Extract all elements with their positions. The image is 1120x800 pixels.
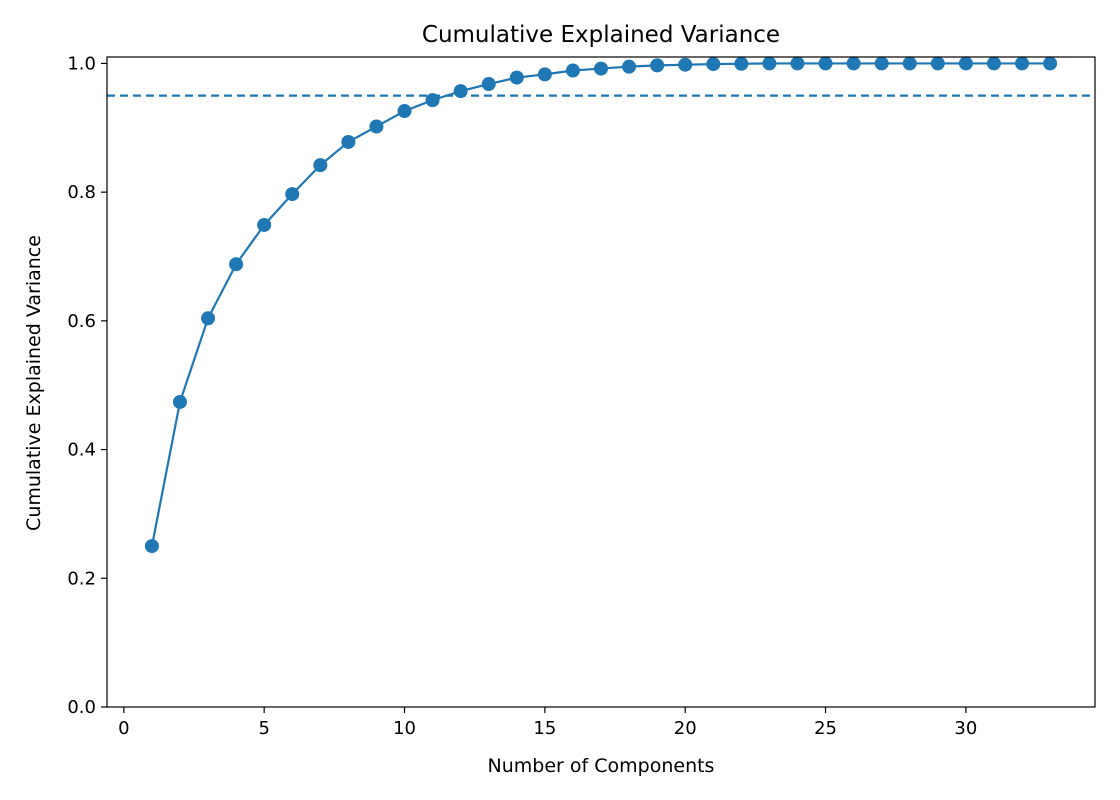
data-point [622,59,637,74]
data-point [762,56,777,71]
y-axis-ticks: 0.0 0.2 0.4 0.6 0.8 1.0 [67,53,107,718]
data-point [818,56,833,71]
data-point [229,257,244,272]
data-point [565,63,580,78]
data-point [425,93,440,108]
y-tick-label: 0.6 [67,311,96,332]
data-point [257,217,272,232]
data-point [481,77,496,92]
data-point [734,56,749,71]
data-point [285,187,300,202]
y-tick-label: 0.8 [67,182,96,203]
data-point [902,56,917,71]
data-point [172,394,187,409]
chart-title: Cumulative Explained Variance [422,22,780,48]
x-tick-label: 0 [118,718,129,739]
data-point [369,119,384,134]
data-point [453,84,468,99]
x-tick-label: 30 [954,718,977,739]
data-point [846,56,861,71]
x-tick-label: 25 [814,718,837,739]
x-tick-label: 5 [258,718,269,739]
data-point [650,58,665,73]
data-point [790,56,805,71]
data-point [537,67,552,82]
data-point [706,57,721,72]
data-point [201,311,216,326]
y-axis-label: Cumulative Explained Variance [23,235,45,531]
x-tick-label: 10 [393,718,416,739]
data-point [397,104,412,119]
x-tick-label: 15 [533,718,556,739]
plot-frame [106,56,1096,708]
y-tick-label: 0.4 [67,440,96,461]
data-point [958,56,973,71]
plot-area [107,56,1095,554]
data-point [594,61,608,76]
x-axis-ticks: 0 5 10 15 20 25 30 [118,707,977,739]
data-point [313,158,328,173]
data-point [678,57,693,72]
data-point [930,56,945,71]
data-point [1015,56,1030,71]
data-point [986,56,1001,71]
y-tick-label: 0.2 [67,568,96,589]
data-point [1043,56,1058,71]
x-axis-label: Number of Components [488,755,715,777]
data-point [874,56,889,71]
x-tick-label: 20 [674,718,697,739]
data-point [509,70,524,85]
y-tick-label: 1.0 [67,53,96,74]
y-tick-label: 0.0 [67,697,96,718]
data-point [341,134,356,149]
data-point [144,539,159,554]
